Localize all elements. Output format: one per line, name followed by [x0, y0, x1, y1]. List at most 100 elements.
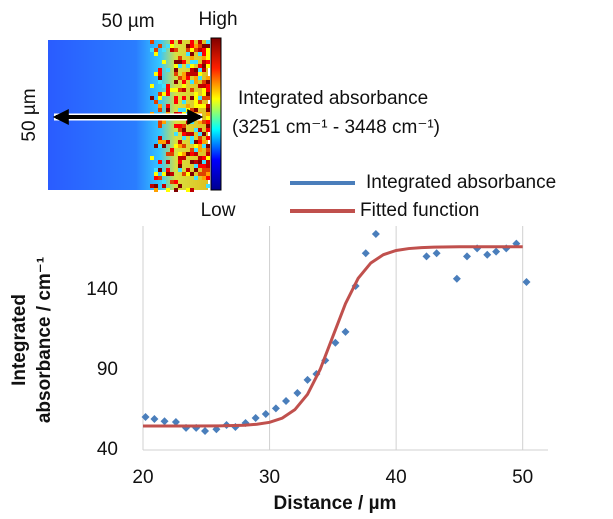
heatmap-cell [158, 68, 162, 72]
data-point [522, 278, 531, 286]
data-point [261, 410, 270, 418]
heatmap-cell [202, 64, 206, 68]
heatmap-cell [170, 40, 174, 44]
heatmap-cell [158, 168, 162, 172]
heatmap-cell [182, 152, 186, 156]
heatmap-cell [206, 44, 210, 48]
heatmap-cell [166, 68, 170, 72]
heatmap-cell [190, 40, 194, 44]
heatmap-cell [206, 156, 210, 160]
heatmap-cell [154, 176, 158, 180]
heatmap-cell [178, 64, 182, 68]
heatmap-cell [206, 96, 210, 100]
data-point [371, 230, 380, 238]
heatmap-cell [194, 164, 198, 168]
data-point [201, 426, 210, 435]
heatmap-cell [206, 92, 210, 96]
heatmap-cell [198, 132, 202, 136]
heatmap-cell [186, 188, 190, 192]
data-point [331, 338, 340, 347]
heatmap-cell [194, 160, 198, 164]
heatmap-cell [202, 96, 206, 100]
heatmap-cell [158, 44, 162, 48]
heatmap-cell [190, 60, 194, 64]
heatmap-cell [186, 44, 190, 48]
heatmap-cell [174, 64, 178, 68]
heatmap-cell [206, 104, 210, 108]
heatmap-cell [206, 120, 210, 124]
colorbar [210, 37, 222, 191]
heatmap-cell [158, 140, 162, 144]
data-point [141, 413, 150, 422]
fit-line [143, 245, 523, 428]
heatmap-cell [186, 64, 190, 68]
heatmap-cell [198, 128, 202, 132]
heatmap-cell [178, 156, 182, 160]
heatmap-cell [194, 100, 198, 104]
heatmap-cell [150, 40, 154, 44]
heatmap-cell [190, 120, 194, 124]
heatmap-cell [186, 120, 190, 124]
colorbar-low: Low [201, 200, 236, 221]
heatmap-cell [178, 144, 182, 148]
heatmap-cell [198, 104, 202, 108]
heatmap-cell [166, 108, 170, 112]
heatmap-cell [162, 84, 166, 88]
heatmap-cell [194, 44, 198, 48]
heatmap-cell [186, 132, 190, 136]
heatmap-cell [206, 52, 210, 56]
heatmap-cell [158, 72, 162, 76]
heatmap-cell [174, 124, 178, 128]
heatmap-cell [194, 72, 198, 76]
heatmap-cell [162, 180, 166, 184]
heatmap-cell [198, 68, 202, 72]
heatmap-cell [162, 184, 166, 188]
image-label: Integrated absorbance [238, 88, 428, 109]
heatmap-cell [158, 136, 162, 140]
y-axis-label: absorbance / cm⁻¹ [34, 257, 55, 423]
heatmap-cell [194, 152, 198, 156]
heatmap-cell [198, 148, 202, 152]
heatmap-cell [174, 100, 178, 104]
heatmap-cell [194, 144, 198, 148]
heatmap-cell [170, 48, 174, 52]
heatmap-cell [182, 88, 186, 92]
heatmap-cell [202, 80, 206, 84]
heatmap-cell [206, 164, 210, 168]
heatmap-cell [190, 132, 194, 136]
heatmap-cell [198, 100, 202, 104]
heatmap-cell [206, 64, 210, 68]
heatmap-cell [190, 108, 194, 112]
heatmap-cell [186, 168, 190, 172]
y-axis-label: Integrated [9, 294, 30, 386]
heatmap-cell [194, 80, 198, 84]
heatmap-cell [158, 104, 162, 108]
heatmap-cell [190, 96, 194, 100]
heatmap-cell [182, 96, 186, 100]
heatmap-cell [202, 60, 206, 64]
heatmap-cell [202, 164, 206, 168]
data-point [483, 250, 492, 259]
heatmap-cell [170, 88, 174, 92]
heatmap-cell [150, 156, 154, 160]
heatmap-cell [194, 104, 198, 108]
heatmap-cell [174, 132, 178, 136]
heatmap-cell [158, 76, 162, 80]
y-tick-label: 140 [86, 279, 118, 300]
heatmap-cell [194, 60, 198, 64]
data-point [361, 249, 370, 258]
heatmap-cell [178, 60, 182, 64]
heatmap-cell [166, 152, 170, 156]
heatmap-cell [202, 120, 206, 124]
heatmap-cell [206, 116, 210, 120]
heatmap-cell [194, 176, 198, 180]
colorbar-high: High [198, 9, 237, 30]
heatmap-cell [174, 72, 178, 76]
data-point [282, 397, 291, 406]
heatmap-cell [166, 88, 170, 92]
heatmap-cell [202, 156, 206, 160]
heatmap-cell [178, 76, 182, 80]
heatmap-cell [150, 48, 154, 52]
heatmap-cell [174, 68, 178, 72]
heatmap-cell [178, 56, 182, 60]
